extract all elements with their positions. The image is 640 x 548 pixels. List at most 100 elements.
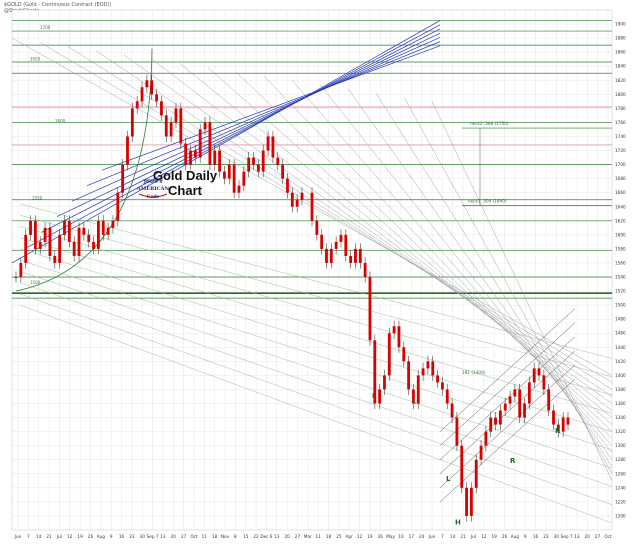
x-tick-label: Nov xyxy=(221,534,230,539)
candle-body xyxy=(450,403,454,418)
candle-body xyxy=(179,108,183,144)
chart-title: Gold Daily Chart xyxy=(152,168,218,198)
y-tick-label: 1260 xyxy=(615,471,626,476)
logo-line-1: Jesse's xyxy=(143,179,163,185)
channel-line-green xyxy=(19,248,613,432)
candle-body xyxy=(232,164,236,193)
candle-body xyxy=(266,136,270,151)
fan-line xyxy=(403,97,613,474)
logo-line-3: Cafe xyxy=(147,194,160,200)
candle-body xyxy=(155,94,158,102)
x-tick-label: 20 xyxy=(171,534,177,539)
candle-body xyxy=(494,417,497,425)
x-tick-label: 15 xyxy=(243,534,249,539)
candle-body xyxy=(223,171,226,179)
candle-body xyxy=(87,234,91,242)
candle-body xyxy=(14,277,18,279)
title-box: Gold Daily Chart Jesse's AMERICAN Cafe xyxy=(135,168,235,200)
pattern-marker-low: L xyxy=(446,475,451,483)
fan-line xyxy=(431,101,613,481)
x-tick-label: 23 xyxy=(129,534,135,539)
candle-body xyxy=(344,234,348,256)
candle-body xyxy=(498,410,502,425)
candle-body xyxy=(271,136,275,158)
x-tick-label: Apr xyxy=(346,534,354,539)
pattern-marker-right-shoulder: R xyxy=(555,427,561,435)
y-tick-label: 1720 xyxy=(615,148,626,153)
candle-body xyxy=(402,347,406,362)
x-tick-label: 27 xyxy=(595,534,601,539)
candle-body xyxy=(295,199,299,207)
candle-body xyxy=(349,255,353,263)
candle-body xyxy=(426,361,430,369)
x-tick-label: 11 xyxy=(316,534,322,539)
fib-label: 1500 xyxy=(30,280,41,285)
candle-body xyxy=(82,227,86,235)
candle-body xyxy=(150,80,154,95)
candle-body xyxy=(552,410,555,425)
x-tick-label: 9 xyxy=(110,534,113,539)
x-tick-label: 26 xyxy=(502,534,508,539)
x-tick-label: Aug xyxy=(511,534,520,539)
y-tick-label: 1700 xyxy=(615,162,626,167)
candle-body xyxy=(72,241,76,256)
candle-body xyxy=(421,368,425,376)
x-tick-label: Sep 7 xyxy=(147,534,159,539)
y-tick-label: 1840 xyxy=(615,64,626,69)
candle-body xyxy=(77,227,81,256)
candle-body xyxy=(315,220,319,235)
candle-body xyxy=(412,389,415,404)
symbol-line: $GOLD (Gold - Continuous Contract (EOD)) xyxy=(4,2,112,8)
y-tick-label: 1880 xyxy=(615,36,626,41)
candle-body xyxy=(556,424,560,432)
x-tick-label: 26 xyxy=(88,534,94,539)
x-tick-label: 7 xyxy=(441,534,444,539)
candle-body xyxy=(92,241,95,249)
channel-line-green xyxy=(19,293,613,505)
y-tick-label: 1460 xyxy=(615,331,626,336)
candle-body xyxy=(198,129,202,158)
x-tick-label: 10 xyxy=(398,534,404,539)
candle-body xyxy=(383,375,386,390)
x-tick-label: 17 xyxy=(409,534,415,539)
x-tick-label: Sep 7 xyxy=(561,534,573,539)
x-tick-label: 11 xyxy=(202,534,208,539)
candle-body xyxy=(368,277,372,341)
y-tick-label: 1900 xyxy=(615,22,626,27)
candle-body xyxy=(290,192,294,207)
y-tick-label: 1760 xyxy=(615,120,626,125)
x-tick-label: 19 xyxy=(77,534,83,539)
y-tick-label: 1640 xyxy=(615,204,626,209)
candle-body xyxy=(334,241,338,249)
candle-body xyxy=(247,157,251,172)
y-tick-label: 1560 xyxy=(615,260,626,265)
candle-body xyxy=(513,389,517,397)
y-tick-label: 1320 xyxy=(615,429,626,434)
fib-label: 1700 xyxy=(40,25,51,30)
candle-body xyxy=(479,445,483,460)
x-tick-label: 30 xyxy=(554,534,560,539)
channel-line-blue xyxy=(86,41,441,186)
candle-body xyxy=(460,445,464,488)
candle-body xyxy=(532,368,536,383)
x-tick-label: 14 xyxy=(36,534,42,539)
measure-label: neck1 .309 (1640) xyxy=(468,199,507,204)
candle-body xyxy=(256,164,260,172)
candle-body xyxy=(29,220,32,235)
plot-area xyxy=(11,9,613,531)
y-tick-label: 1520 xyxy=(615,289,626,294)
x-tick-label: 12 xyxy=(357,534,363,539)
channel-line-blue xyxy=(56,32,441,217)
pattern-marker-right-shoulder: R xyxy=(510,457,516,465)
candle-body xyxy=(484,431,488,446)
x-tick-label: 27 xyxy=(181,534,187,539)
candle-body xyxy=(320,234,324,249)
candle-body xyxy=(213,150,217,165)
y-tick-label: 1240 xyxy=(615,485,626,490)
candle-body xyxy=(135,101,139,109)
y-tick-label: 1800 xyxy=(615,92,626,97)
pattern-marker-low: L xyxy=(372,392,377,400)
candle-body xyxy=(373,340,377,404)
candle-body xyxy=(547,389,551,411)
candle-body xyxy=(227,164,231,179)
